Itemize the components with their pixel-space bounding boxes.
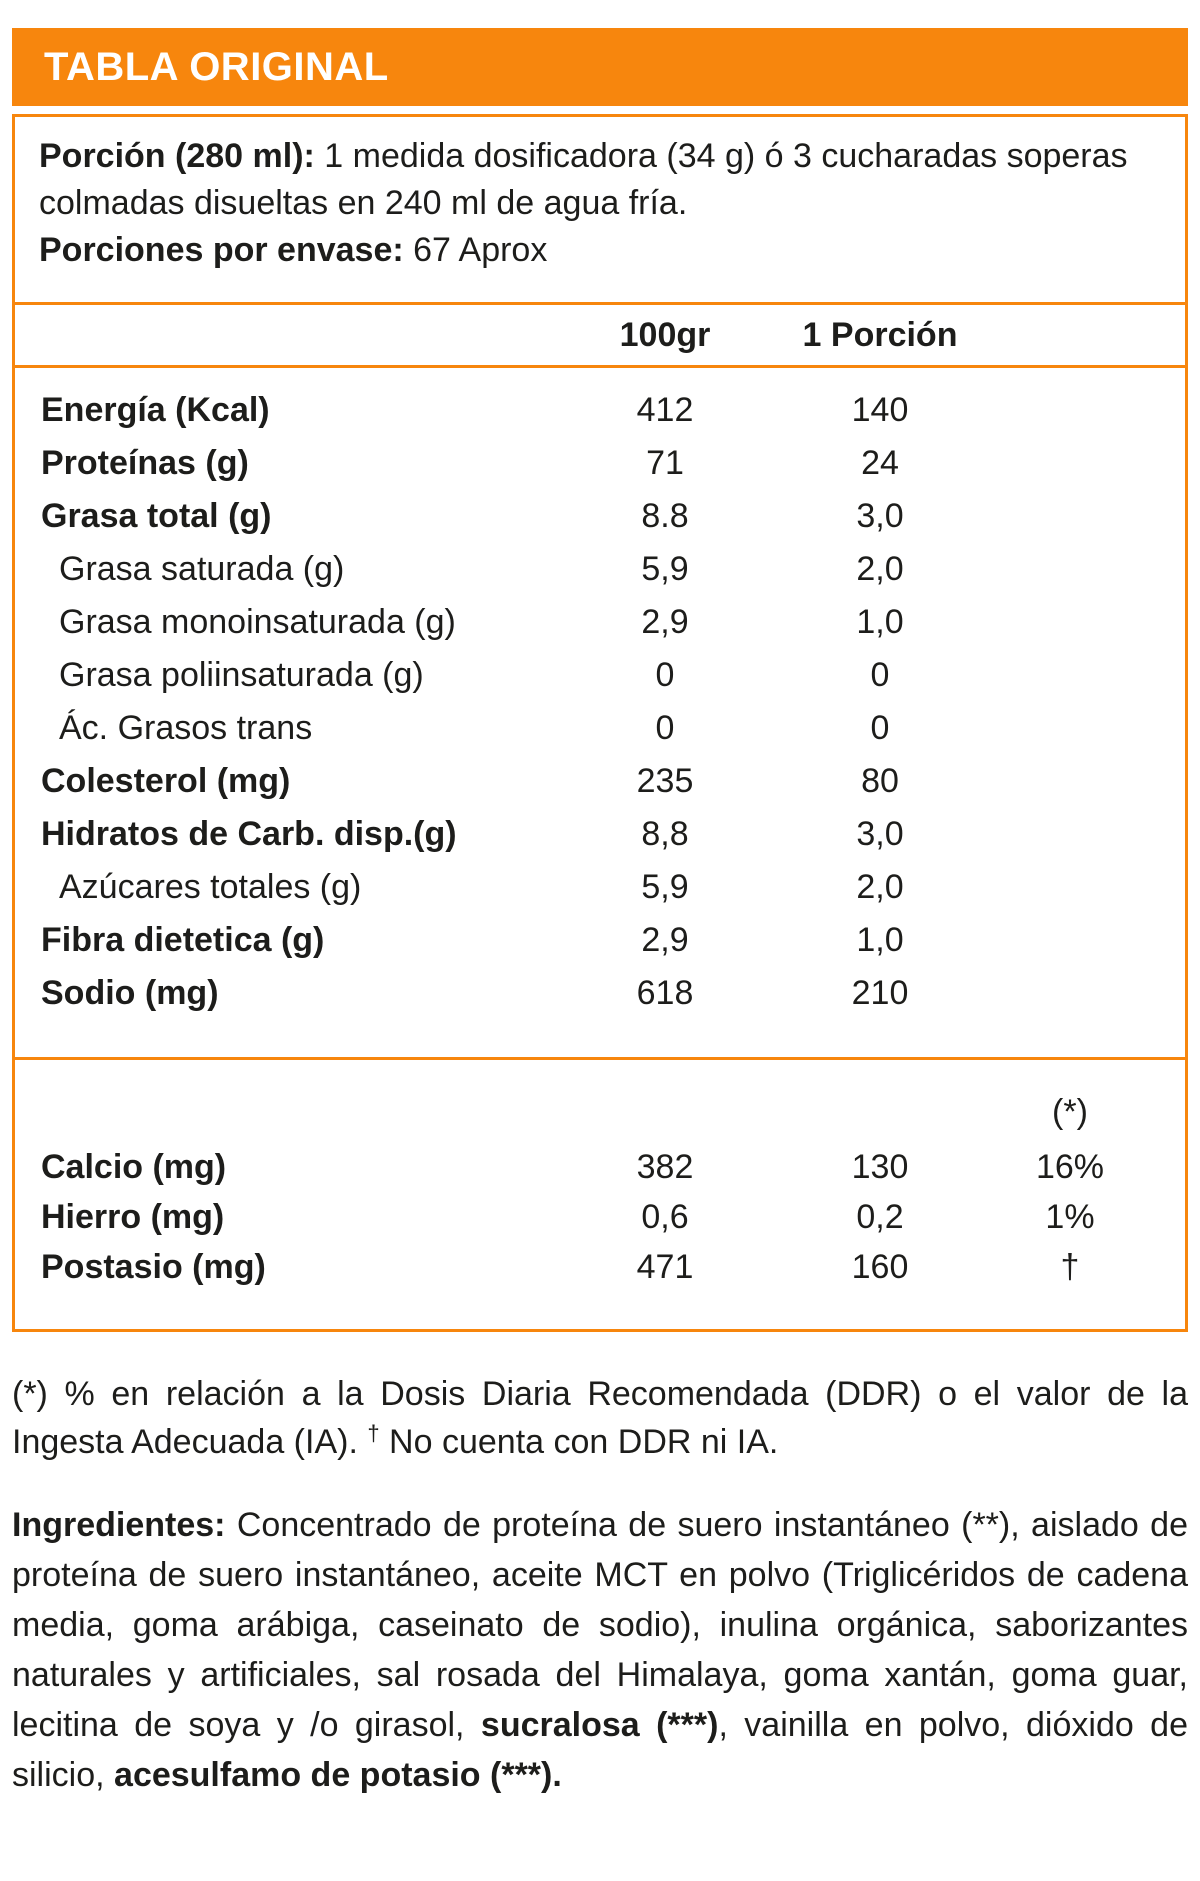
nutrient-label: Grasa monoinsaturada (g) bbox=[59, 603, 456, 641]
nutrient-row-grasa-monoinsaturada: Grasa monoinsaturada (g) 2,9 1,0 bbox=[15, 596, 1185, 649]
portion-line: Porción (280 ml): 1 medida dosificadora … bbox=[39, 133, 1161, 227]
mineral-per-serving: 130 bbox=[851, 1147, 909, 1186]
mineral-label: Hierro (mg) bbox=[41, 1197, 225, 1236]
column-header-row: 100gr 1 Porción bbox=[15, 302, 1185, 365]
nutrient-per-serving: 140 bbox=[851, 391, 909, 429]
mineral-ddr-percent: 16% bbox=[1035, 1147, 1105, 1186]
nutrient-label: Fibra dietetica (g) bbox=[41, 921, 325, 959]
nutrient-per100: 2,9 bbox=[641, 921, 689, 959]
nutrition-facts-box: Porción (280 ml): 1 medida dosificadora … bbox=[12, 114, 1188, 1332]
servings-per-container-label: Porciones por envase: bbox=[39, 231, 404, 269]
servings-line: Porciones por envase: 67 Aprox bbox=[39, 227, 1161, 274]
nutrient-label: Grasa total (g) bbox=[41, 497, 272, 535]
nutrient-label: Sodio (mg) bbox=[41, 974, 219, 1012]
nutrient-label: Energía (Kcal) bbox=[41, 391, 270, 429]
minerals-section: (*) Calcio (mg) 382 130 16% Hierro (mg) … bbox=[15, 1057, 1185, 1329]
ddr-footnote: (*) % en relación a la Dosis Diaria Reco… bbox=[12, 1370, 1188, 1466]
nutrient-row-grasa-poliinsaturada: Grasa poliinsaturada (g) 0 0 bbox=[15, 649, 1185, 702]
nutrient-label: Ác. Grasos trans bbox=[59, 709, 313, 747]
nutrient-per-serving: 80 bbox=[861, 762, 899, 800]
portion-label: Porción (280 ml): bbox=[39, 137, 315, 175]
mineral-per-serving: 160 bbox=[851, 1247, 909, 1286]
nutrient-per-serving: 24 bbox=[861, 444, 899, 482]
nutrient-row-hidratos: Hidratos de Carb. disp.(g) 8,8 3,0 bbox=[15, 808, 1185, 861]
nutrient-row-fibra: Fibra dietetica (g) 2,9 1,0 bbox=[15, 914, 1185, 967]
nutrient-per100: 618 bbox=[636, 974, 694, 1012]
nutrient-per-serving: 0 bbox=[870, 709, 890, 747]
mineral-label: Calcio (mg) bbox=[41, 1147, 227, 1186]
nutrient-row-grasos-trans: Ác. Grasos trans 0 0 bbox=[15, 702, 1185, 755]
nutrient-per-serving: 3,0 bbox=[856, 815, 904, 853]
mineral-ddr-dagger: † bbox=[1060, 1247, 1080, 1286]
nutrient-per100: 8.8 bbox=[641, 497, 689, 535]
nutrient-row-grasa-saturada: Grasa saturada (g) 5,9 2,0 bbox=[15, 543, 1185, 596]
mineral-per100: 0,6 bbox=[641, 1197, 689, 1236]
nutrient-per100: 235 bbox=[636, 762, 694, 800]
nutrient-label: Azúcares totales (g) bbox=[59, 868, 362, 906]
nutrient-per100: 412 bbox=[636, 391, 694, 429]
nutrient-label: Grasa poliinsaturada (g) bbox=[59, 656, 424, 694]
nutrient-per100: 2,9 bbox=[641, 603, 689, 641]
nutrient-per100: 5,9 bbox=[641, 868, 689, 906]
page-title: TABLA ORIGINAL bbox=[44, 44, 389, 89]
nutrient-per100: 0 bbox=[655, 656, 675, 694]
nutrient-per100: 71 bbox=[646, 444, 684, 482]
nutrient-row-azucares: Azúcares totales (g) 5,9 2,0 bbox=[15, 861, 1185, 914]
column-header-per100: 100gr bbox=[619, 315, 711, 354]
nutrient-per-serving: 2,0 bbox=[856, 550, 904, 588]
ingredients-bold-acesulfamo: acesulfamo de potasio (***). bbox=[114, 1756, 562, 1794]
mineral-label: Postasio (mg) bbox=[41, 1247, 266, 1286]
ingredients-text-2: , vainilla en polvo, dióxido de silicio, bbox=[12, 1706, 1189, 1794]
ingredients-text-1: Concentrado de proteína de suero instant… bbox=[12, 1506, 1188, 1744]
nutrient-row-sodio: Sodio (mg) 618 210 bbox=[15, 967, 1185, 1020]
nutrient-row-energia: Energía (Kcal) 412 140 bbox=[15, 384, 1185, 437]
column-header-per-serving: 1 Porción bbox=[802, 315, 958, 354]
ddr-header-marker: (*) bbox=[1052, 1092, 1088, 1131]
nutrient-row-colesterol: Colesterol (mg) 235 80 bbox=[15, 755, 1185, 808]
serving-info-section: Porción (280 ml): 1 medida dosificadora … bbox=[15, 117, 1185, 302]
footnote-text: (*) % en relación a la Dosis Diaria Reco… bbox=[12, 1375, 1188, 1461]
ddr-header-row: (*) bbox=[15, 1090, 1185, 1134]
dagger-symbol: † bbox=[367, 1420, 380, 1446]
nutrient-per100: 8,8 bbox=[641, 815, 689, 853]
mineral-ddr-percent: 1% bbox=[1045, 1197, 1095, 1236]
nutrient-label: Grasa saturada (g) bbox=[59, 550, 345, 588]
nutrient-row-grasa-total: Grasa total (g) 8.8 3,0 bbox=[15, 490, 1185, 543]
footnote-text-2: No cuenta con DDR ni IA. bbox=[379, 1423, 779, 1461]
portion-text: 1 medida dosificadora (34 g) ó 3 cuchara… bbox=[39, 137, 1128, 222]
nutrient-per100: 0 bbox=[655, 709, 675, 747]
table-title-bar: TABLA ORIGINAL bbox=[12, 28, 1188, 106]
nutrient-per-serving: 3,0 bbox=[856, 497, 904, 535]
ingredients-label: Ingredientes: bbox=[12, 1506, 226, 1544]
mineral-per100: 382 bbox=[636, 1147, 694, 1186]
ingredients-bold-sucralosa: sucralosa (***) bbox=[480, 1706, 719, 1744]
nutrient-label: Hidratos de Carb. disp.(g) bbox=[41, 815, 457, 853]
nutrient-rows-section: Energía (Kcal) 412 140 Proteínas (g) 71 … bbox=[15, 365, 1185, 1057]
mineral-per100: 471 bbox=[636, 1247, 694, 1286]
nutrient-per100: 5,9 bbox=[641, 550, 689, 588]
mineral-row-hierro: Hierro (mg) 0,6 0,2 1% bbox=[15, 1192, 1185, 1242]
mineral-per-serving: 0,2 bbox=[856, 1197, 904, 1236]
nutrient-per-serving: 1,0 bbox=[856, 921, 904, 959]
nutrient-per-serving: 0 bbox=[870, 656, 890, 694]
nutrient-label: Proteínas (g) bbox=[41, 444, 249, 482]
servings-per-container-value: 67 Aprox bbox=[403, 231, 548, 269]
nutrient-per-serving: 1,0 bbox=[856, 603, 904, 641]
nutrient-per-serving: 210 bbox=[851, 974, 909, 1012]
mineral-row-potasio: Postasio (mg) 471 160 † bbox=[15, 1242, 1185, 1292]
nutrient-per-serving: 2,0 bbox=[856, 868, 904, 906]
ingredients-paragraph: Ingredientes: Concentrado de proteína de… bbox=[12, 1500, 1188, 1800]
nutrient-row-proteinas: Proteínas (g) 71 24 bbox=[15, 437, 1185, 490]
mineral-row-calcio: Calcio (mg) 382 130 16% bbox=[15, 1142, 1185, 1192]
nutrient-label: Colesterol (mg) bbox=[41, 762, 291, 800]
